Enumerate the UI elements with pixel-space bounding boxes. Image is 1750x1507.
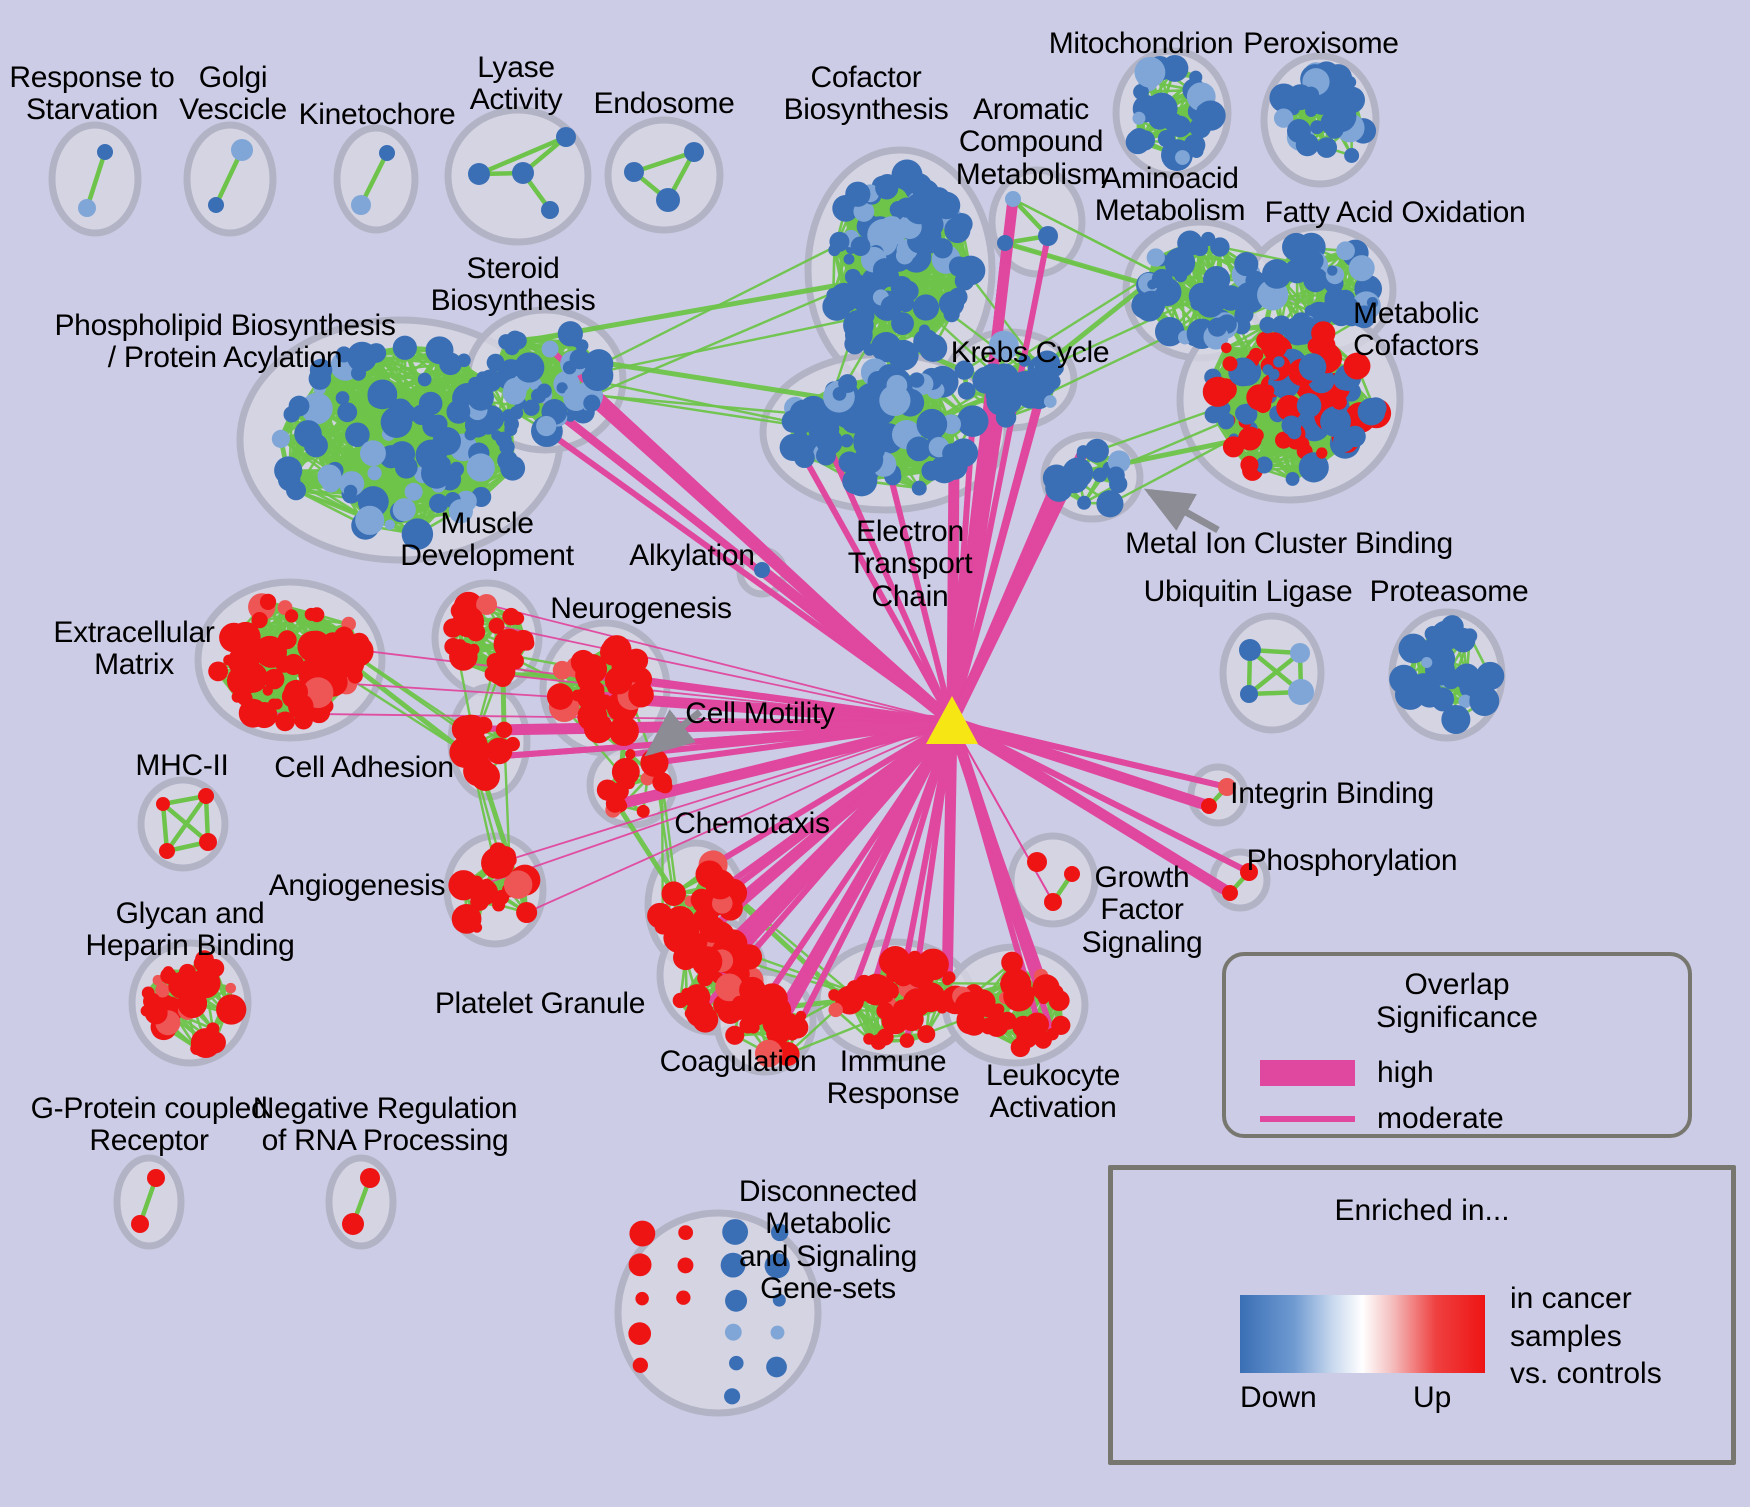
inter-cluster-edge: [660, 781, 664, 928]
intra-edge: [1179, 274, 1187, 339]
intra-edge: [901, 265, 961, 325]
inter-cluster-edge: [347, 660, 468, 755]
intra-edge: [84, 149, 108, 211]
intra-edge: [832, 248, 836, 297]
intra-edge: [631, 149, 697, 175]
intra-edge: [476, 134, 569, 177]
